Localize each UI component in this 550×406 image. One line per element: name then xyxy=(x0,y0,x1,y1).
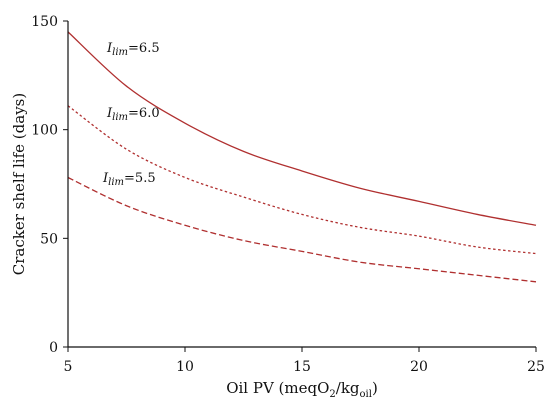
series-line-1 xyxy=(67,105,537,255)
x-axis-title-mid: /kg xyxy=(336,379,360,397)
annotation-ilim-6-0-value: =6.0 xyxy=(128,106,160,121)
x-axis-title: Oil PV (meqO2/kgoil) xyxy=(226,379,378,400)
x-tick-label-0: 5 xyxy=(64,359,73,375)
annotation-ilim-6-0-sub: lim xyxy=(112,112,128,123)
y-tick-label-0: 0 xyxy=(49,340,58,356)
tick-labels: 5 10 15 20 25 0 50 100 150 xyxy=(31,14,545,375)
x-tick-label-4: 25 xyxy=(527,359,545,375)
annotation-ilim-5-5-base: I xyxy=(102,171,109,186)
annotation-ilim-5-5-sub: lim xyxy=(108,177,124,188)
series-annotations: Ilim=6.5 Ilim=6.0 Ilim=5.5 xyxy=(102,41,160,188)
annotation-ilim-6-0-base: I xyxy=(106,106,113,121)
annotation-ilim-6-5-value: =6.5 xyxy=(128,41,160,56)
x-axis-title-main: Oil PV (meqO xyxy=(226,379,329,397)
series-line-2 xyxy=(67,176,537,283)
y-axis-title: Cracker shelf life (days) xyxy=(10,93,28,275)
x-tick-label-3: 20 xyxy=(410,359,428,375)
x-tick-label-2: 15 xyxy=(293,359,311,375)
x-axis-title-sub2: oil xyxy=(360,389,372,400)
x-axis-title-end: ) xyxy=(372,379,378,397)
series-line-0 xyxy=(67,31,537,226)
annotation-ilim-5-5-value: =5.5 xyxy=(124,171,156,186)
x-axis-title-sub1: 2 xyxy=(329,389,335,400)
y-tick-label-2: 100 xyxy=(31,123,58,139)
annotation-ilim-6-5-sub: lim xyxy=(112,47,128,58)
annotation-ilim-5-5: Ilim=5.5 xyxy=(102,171,156,188)
tick-marks xyxy=(63,20,537,352)
x-tick-label-1: 10 xyxy=(176,359,194,375)
y-tick-label-1: 50 xyxy=(40,231,58,247)
y-tick-label-3: 150 xyxy=(31,14,58,30)
annotation-ilim-6-0: Ilim=6.0 xyxy=(106,106,160,123)
plot-area xyxy=(67,31,537,283)
annotation-ilim-6-5: Ilim=6.5 xyxy=(106,41,160,58)
annotation-ilim-6-5-base: I xyxy=(106,41,113,56)
